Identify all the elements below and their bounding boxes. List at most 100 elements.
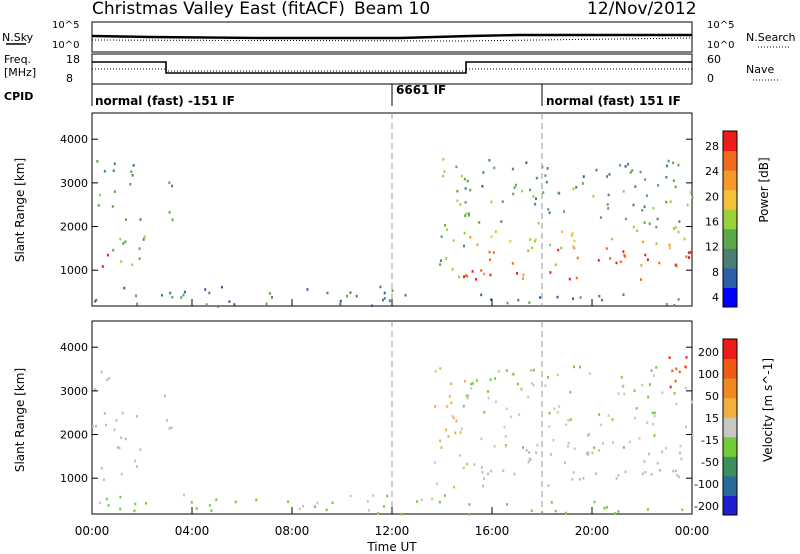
heatmap-cell	[530, 369, 532, 372]
colorbar-tick-label: 20	[705, 190, 719, 203]
heatmap-cell	[298, 507, 301, 511]
heatmap-cell	[509, 239, 512, 243]
heatmap-cell	[447, 435, 450, 438]
heatmap-cell	[133, 509, 136, 513]
heatmap-cell	[599, 423, 602, 427]
heatmap-cell	[461, 174, 463, 178]
colorbar-tick-label: 200	[698, 346, 719, 359]
heatmap-cell	[661, 450, 664, 454]
heatmap-cell	[564, 511, 567, 515]
heatmap-cell	[439, 263, 442, 266]
heatmap-cell	[691, 196, 694, 200]
heatmap-cell	[578, 478, 581, 481]
heatmap-cell	[571, 232, 574, 235]
colorbar-segment	[723, 495, 737, 516]
heatmap-cell	[527, 249, 530, 252]
heatmap-cell	[655, 242, 658, 245]
heatmap-cell	[646, 258, 649, 261]
heatmap-cell	[648, 452, 651, 456]
heatmap-cell	[118, 446, 121, 450]
heatmap-cell	[115, 419, 118, 422]
heatmap-cell	[168, 181, 171, 184]
power-y-label: Slant Range [km]	[13, 158, 27, 262]
heatmap-cell	[136, 415, 138, 418]
heatmap-cell	[650, 473, 653, 476]
colorbar-segment	[723, 287, 737, 308]
heatmap-cell	[680, 457, 683, 461]
heatmap-cell	[587, 434, 589, 437]
heatmap-cell	[563, 210, 566, 213]
heatmap-cell	[512, 192, 515, 196]
heatmap-cell	[183, 290, 186, 294]
x-axis-label: Time UT	[366, 540, 417, 554]
heatmap-cell	[468, 213, 470, 217]
nave-label: Nave	[746, 63, 774, 76]
colorbar-tick-label: -15	[701, 434, 719, 447]
heatmap-cell	[478, 221, 481, 224]
heatmap-cell	[573, 447, 576, 451]
colorbar-segment	[723, 228, 737, 249]
heatmap-cell	[641, 209, 644, 212]
heatmap-cell	[657, 184, 660, 187]
heatmap-cell	[168, 427, 171, 430]
heatmap-cell	[651, 411, 654, 415]
heatmap-cell	[629, 171, 632, 174]
heatmap-cell	[669, 200, 672, 203]
colorbar-tick-label: 8	[712, 266, 719, 279]
heatmap-cell	[366, 500, 369, 503]
heatmap-cell	[120, 472, 123, 476]
heatmap-cell	[645, 194, 648, 197]
heatmap-cell	[686, 203, 689, 207]
heatmap-cell	[619, 260, 622, 264]
heatmap-cell	[661, 391, 664, 395]
heatmap-cell	[560, 246, 563, 250]
heatmap-cell	[195, 507, 198, 510]
heatmap-cell	[572, 187, 575, 191]
heatmap-cell	[454, 431, 457, 435]
heatmap-cell	[489, 258, 491, 261]
heatmap-cell	[107, 504, 110, 507]
heatmap-cell	[550, 501, 553, 504]
heatmap-cell	[612, 441, 615, 444]
heatmap-cell	[439, 439, 442, 443]
heatmap-cell	[106, 253, 109, 257]
heatmap-cell	[504, 445, 507, 448]
heatmap-cell	[667, 159, 670, 163]
heatmap-cell	[503, 425, 506, 429]
colorbar-tick-label: 50	[705, 390, 719, 403]
heatmap-cell	[455, 419, 458, 423]
heatmap-cell	[204, 288, 207, 291]
x-tick-label: 12:00	[375, 524, 410, 538]
heatmap-cell	[603, 506, 606, 510]
heatmap-cell	[565, 423, 568, 427]
heatmap-cell	[113, 162, 116, 166]
heatmap-cell	[265, 302, 268, 306]
heatmap-cell	[217, 305, 219, 308]
heatmap-cell	[489, 378, 492, 381]
heatmap-cell	[444, 224, 447, 227]
nsearch-tick-top: 10^5	[707, 20, 734, 31]
heatmap-cell	[572, 245, 575, 248]
heatmap-cell	[676, 473, 679, 477]
heatmap-cell	[123, 286, 126, 290]
heatmap-cell	[434, 370, 437, 373]
cpid-segment-2: 6661 IF	[396, 83, 446, 97]
x-tick-label: 08:00	[275, 524, 310, 538]
heatmap-cell	[456, 189, 459, 193]
heatmap-cell	[466, 179, 469, 183]
heatmap-cell	[510, 415, 513, 419]
nsearch-tick-bottom: 10^0	[707, 40, 734, 51]
heatmap-cell	[490, 469, 493, 473]
heatmap-cell	[494, 230, 497, 233]
heatmap-cell	[672, 469, 675, 473]
heatmap-cell	[573, 239, 576, 243]
heatmap-cell	[582, 175, 585, 178]
heatmap-cell	[607, 414, 610, 417]
heatmap-cell	[455, 165, 458, 169]
heatmap-cell	[490, 200, 493, 204]
heatmap-cell	[665, 303, 668, 306]
heatmap-cell	[521, 189, 524, 193]
heatmap-cell	[553, 407, 556, 411]
heatmap-cell	[685, 255, 688, 258]
heatmap-cell	[416, 500, 419, 503]
